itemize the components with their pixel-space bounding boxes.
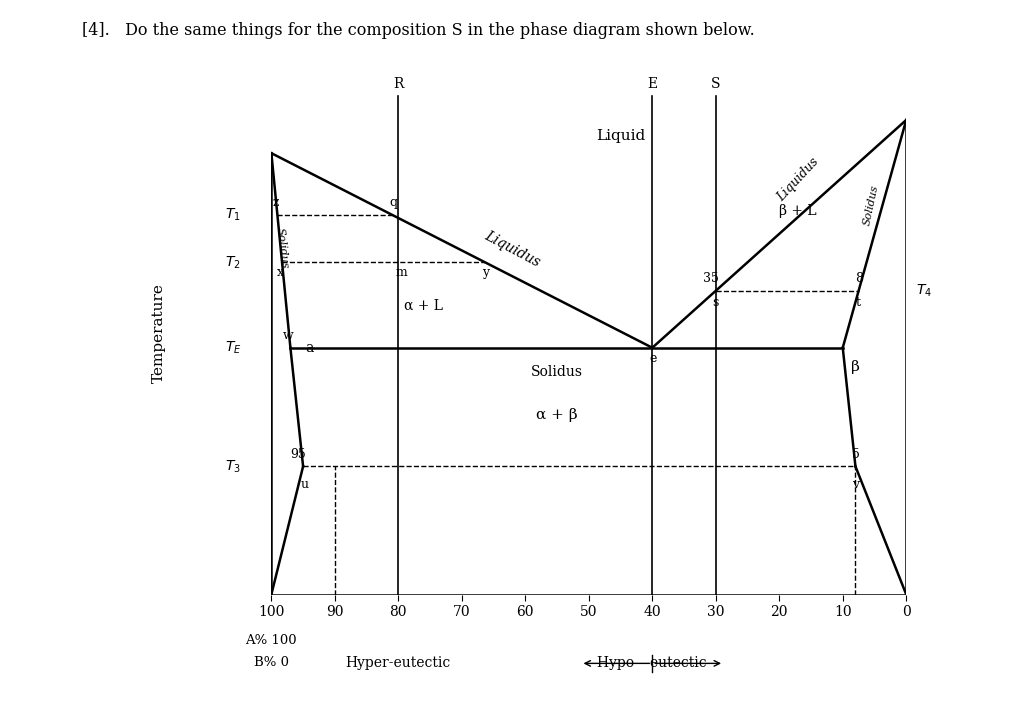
Text: [4].   Do the same things for the composition S in the phase diagram shown below: [4]. Do the same things for the composit…: [82, 22, 755, 38]
Text: u: u: [301, 478, 309, 492]
Text: v: v: [852, 478, 859, 492]
Text: B% 0: B% 0: [254, 656, 289, 669]
Text: Solidus: Solidus: [274, 227, 290, 269]
Text: Solidus: Solidus: [862, 184, 881, 227]
Text: $T_1$: $T_1$: [225, 207, 241, 223]
Text: Solidus: Solidus: [531, 365, 583, 379]
Text: Temperature: Temperature: [152, 283, 166, 384]
Text: 35: 35: [703, 272, 719, 285]
Text: Hypo – eutectic: Hypo – eutectic: [597, 656, 708, 671]
Text: E: E: [647, 78, 657, 91]
Text: α + L: α + L: [404, 299, 443, 312]
Text: t: t: [855, 296, 860, 309]
Text: $T_E$: $T_E$: [225, 339, 242, 356]
Text: s: s: [713, 296, 719, 309]
Text: Hyper-eutectic: Hyper-eutectic: [346, 656, 451, 671]
Text: S: S: [711, 78, 721, 91]
Text: β: β: [851, 360, 860, 373]
Text: Liquidus: Liquidus: [482, 229, 543, 270]
Text: a: a: [305, 341, 313, 355]
Text: e: e: [649, 352, 656, 365]
Text: $T_4$: $T_4$: [916, 283, 933, 299]
Text: A% 100: A% 100: [246, 634, 297, 647]
Text: $T_3$: $T_3$: [225, 458, 241, 475]
Text: 95: 95: [291, 447, 306, 460]
Text: R: R: [393, 78, 403, 91]
Text: y: y: [482, 266, 489, 279]
Text: Liquid: Liquid: [596, 130, 645, 144]
Text: z: z: [272, 196, 280, 210]
Text: 8: 8: [855, 272, 863, 285]
Text: m: m: [395, 266, 407, 279]
Text: α + β: α + β: [537, 408, 578, 422]
Text: x: x: [276, 266, 284, 279]
Text: $T_2$: $T_2$: [225, 254, 241, 270]
Text: β + L: β + L: [779, 204, 817, 218]
Text: q: q: [389, 196, 397, 210]
Text: w: w: [283, 329, 294, 342]
Text: Liquidus: Liquidus: [775, 155, 821, 204]
Text: 5: 5: [852, 447, 860, 460]
